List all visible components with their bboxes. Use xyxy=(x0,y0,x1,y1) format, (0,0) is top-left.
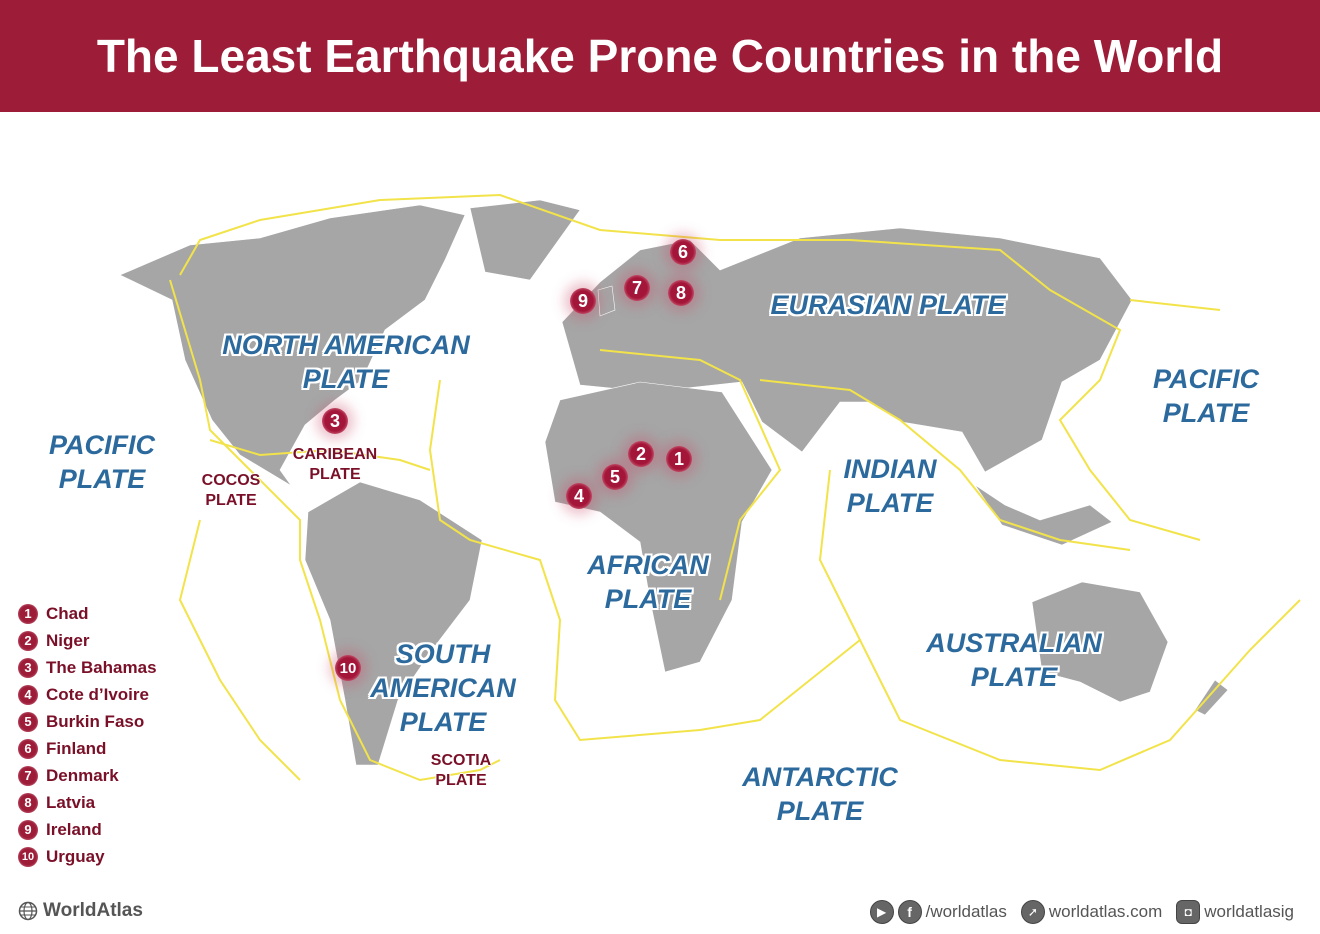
legend-item: 3 The Bahamas xyxy=(18,654,157,681)
footer-links: ▶ f /worldatlas ➚ worldatlas.com ◘ world… xyxy=(856,900,1294,924)
legend: 1 Chad 2 Niger 3 The Bahamas 4 Cote d’Ivoire… xyxy=(18,600,157,870)
plate-label-indian: INDIAN PLATE xyxy=(843,454,937,518)
legend-number: 3 xyxy=(18,657,38,678)
legend-label: Cote d’Ivoire xyxy=(46,684,149,704)
legend-item: 8 Latvia xyxy=(18,789,157,816)
land-southeast-asia xyxy=(974,484,1113,546)
legend-item: 6 Finland xyxy=(18,735,157,762)
land-uk xyxy=(597,285,616,317)
social-link[interactable]: ▶ f /worldatlas xyxy=(869,900,1007,924)
map-marker-8: 8 xyxy=(668,280,694,306)
website-text: worldatlas.com xyxy=(1048,902,1163,921)
legend-label: Latvia xyxy=(46,792,96,812)
plate-boundaries xyxy=(169,193,1301,782)
land-africa xyxy=(544,381,773,673)
map-marker-4: 4 xyxy=(566,483,592,509)
legend-label: Finland xyxy=(46,738,107,758)
legend-number: 9 xyxy=(18,819,38,840)
globe-icon xyxy=(18,901,38,921)
legend-label: Burkin Faso xyxy=(46,711,145,731)
legend-number: 7 xyxy=(18,765,38,786)
plate-label-pacific-east: PACIFIC PLATE xyxy=(1153,364,1259,428)
legend-number: 5 xyxy=(18,711,38,732)
legend-number: 6 xyxy=(18,738,38,759)
legend-item: 5 Burkin Faso xyxy=(18,708,157,735)
map-marker-7: 7 xyxy=(624,275,650,301)
land-south-america xyxy=(304,481,483,766)
map-marker-3: 3 xyxy=(322,408,348,434)
map-marker-2: 2 xyxy=(628,441,654,467)
world-map xyxy=(119,193,1301,782)
instagram-icon: ◘ xyxy=(1176,900,1201,924)
land-north-america xyxy=(119,204,466,506)
youtube-icon: ▶ xyxy=(869,900,894,924)
plate-label-cocos: COCOS PLATE xyxy=(201,472,261,509)
legend-label: Denmark xyxy=(46,765,119,785)
facebook-icon: f xyxy=(897,900,922,924)
plate-label-caribbean: CARIBEAN PLATE xyxy=(292,446,378,483)
map-marker-1: 1 xyxy=(666,446,692,472)
legend-item: 1 Chad xyxy=(18,600,157,627)
legend-number: 10 xyxy=(18,846,38,867)
plate-label-eurasian: EURASIAN PLATE xyxy=(770,290,1006,320)
legend-item: 2 Niger xyxy=(18,627,157,654)
legend-label: Urguay xyxy=(46,846,105,866)
legend-number: 4 xyxy=(18,684,38,705)
map-marker-5: 5 xyxy=(602,464,628,490)
legend-number: 8 xyxy=(18,792,38,813)
brand-name: WorldAtlas xyxy=(43,900,143,921)
legend-number: 2 xyxy=(18,630,38,651)
plate-label-african: AFRICAN PLATE xyxy=(587,550,709,614)
legend-item: 7 Denmark xyxy=(18,762,157,789)
website-link[interactable]: ➚ worldatlas.com xyxy=(1020,900,1163,924)
legend-item: 10 Urguay xyxy=(18,843,157,870)
title-banner: The Least Earthquake Prone Countries in … xyxy=(0,0,1320,112)
legend-label: The Bahamas xyxy=(46,657,157,677)
plate-label-south-american: SOUTH AMERICAN PLATE xyxy=(370,639,516,737)
social-handle: /worldatlas xyxy=(925,902,1007,921)
legend-label: Niger xyxy=(46,630,90,650)
map-marker-9: 9 xyxy=(570,288,596,314)
plate-label-australian: AUSTRALIAN PLATE xyxy=(926,628,1102,692)
map-marker-6: 6 xyxy=(670,239,696,265)
plate-label-pacific-west: PACIFIC PLATE xyxy=(49,430,155,494)
land-greenland xyxy=(469,199,581,281)
plate-label-antarctic: ANTARCTIC PLATE xyxy=(742,762,898,826)
brand-logo: WorldAtlas xyxy=(18,900,143,922)
legend-item: 4 Cote d’Ivoire xyxy=(18,681,157,708)
map-marker-10: 10 xyxy=(335,655,361,681)
cursor-icon: ➚ xyxy=(1020,900,1045,924)
land-australia xyxy=(1031,581,1169,703)
instagram-handle: worldatlasig xyxy=(1204,902,1294,921)
plate-label-scotia: SCOTIA PLATE xyxy=(430,752,492,789)
instagram-link[interactable]: ◘ worldatlasig xyxy=(1176,900,1294,924)
land-new-zealand xyxy=(1194,679,1229,716)
legend-label: Chad xyxy=(46,603,89,623)
page-title: The Least Earthquake Prone Countries in … xyxy=(96,30,1224,82)
legend-number: 1 xyxy=(18,603,38,624)
plate-label-north-american: NORTH AMERICAN PLATE xyxy=(222,330,470,394)
legend-item: 9 Ireland xyxy=(18,816,157,843)
legend-label: Ireland xyxy=(46,819,102,839)
